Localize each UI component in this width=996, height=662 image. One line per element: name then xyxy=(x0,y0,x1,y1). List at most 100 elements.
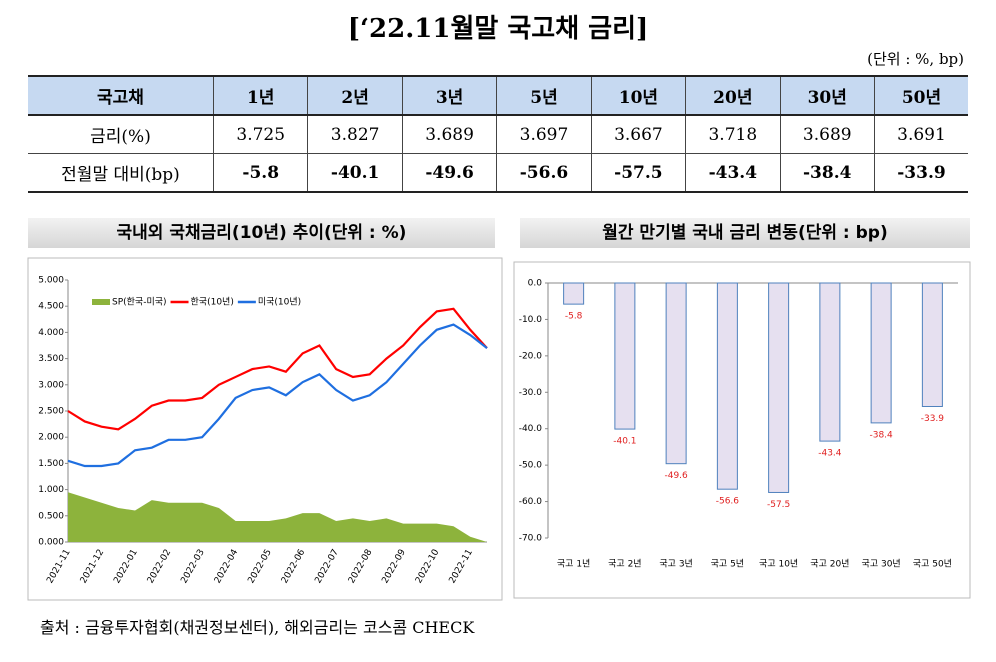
source-note: 출처 : 금융투자협회(채권정보센터), 해외금리는 코스콤 CHECK xyxy=(40,618,475,637)
unit-note: (단위 : %, bp) xyxy=(867,50,964,68)
table-cell: -40.1 xyxy=(307,153,403,193)
y-tick-label: -40.0 xyxy=(519,424,543,434)
table-cell: 3.689 xyxy=(779,114,875,154)
value-label: -40.1 xyxy=(613,437,636,447)
area xyxy=(68,492,487,542)
x-tick-label: 2022-11 xyxy=(448,548,475,586)
x-tick-label: 국고 10년 xyxy=(759,559,798,570)
table-row: 금리(%) 3.725 3.827 3.689 3.697 3.667 3.718 3.689… xyxy=(28,114,968,154)
value-label: -38.4 xyxy=(869,430,893,440)
value-label: -56.6 xyxy=(716,497,740,507)
y-tick-label: 2.000 xyxy=(38,433,64,443)
table-cell: 5년 xyxy=(496,75,592,116)
x-tick-label: 국고 5년 xyxy=(711,559,744,570)
line xyxy=(67,323,488,468)
value-label: -33.9 xyxy=(921,414,945,424)
legend-label: 한국(10년) xyxy=(191,297,234,308)
bar xyxy=(768,282,790,493)
table-cell: -56.6 xyxy=(496,153,592,193)
bar xyxy=(716,282,738,490)
table-cell: 3년 xyxy=(401,75,498,116)
x-tick-label: 2022-08 xyxy=(347,548,375,586)
value-label: -49.6 xyxy=(664,471,688,481)
table-cell: -33.9 xyxy=(873,153,968,193)
x-tick-label: 2022-09 xyxy=(380,548,408,586)
x-tick-label: 2022-06 xyxy=(280,548,308,586)
x-tick-label: 국고 3년 xyxy=(659,559,692,570)
y-tick-label: -10.0 xyxy=(519,315,543,325)
x-tick-label: 2022-04 xyxy=(213,548,241,586)
table-cell: 3.667 xyxy=(590,114,687,154)
table-cell: 30년 xyxy=(779,75,875,116)
rate-table: 국고채 1년 2년 3년 5년 10년 20년 30년 50년 금리(%) 3.725 3.827 3.… xyxy=(28,75,968,193)
table-row: 전월말 대비(bp) -5.8 -40.1 -49.6 -56.6 -57.5 -43.4-… xyxy=(28,153,968,193)
table-row: 국고채 1년 2년 3년 5년 10년 20년 30년 50년 xyxy=(28,75,968,116)
value-label: -43.4 xyxy=(818,449,842,459)
page-title: [‘22.11월말 국고채 금리] xyxy=(347,14,649,44)
legend-label: 미국(10년) xyxy=(258,297,301,308)
x-tick-label: 2022-03 xyxy=(179,548,206,586)
y-tick-label: 1.000 xyxy=(38,485,64,495)
y-tick-label: 3.500 xyxy=(38,354,64,364)
table-cell: 3.718 xyxy=(685,114,781,154)
table-cell: 20년 xyxy=(685,75,781,116)
x-tick-label: 2022-01 xyxy=(112,548,139,586)
y-tick-label: 0.0 xyxy=(528,279,543,289)
y-tick-label: 4.500 xyxy=(38,302,64,312)
x-tick-label: 2022-10 xyxy=(414,548,442,586)
y-tick-label: -60.0 xyxy=(519,497,543,507)
x-tick-label: 2022-05 xyxy=(246,548,273,586)
bar xyxy=(614,282,636,430)
y-tick-label: 5.000 xyxy=(38,276,64,286)
table-cell: -43.4 xyxy=(685,153,781,193)
y-tick-label: -70.0 xyxy=(519,534,543,544)
y-tick-label: 2.500 xyxy=(38,407,64,417)
table-cell: -5.8 xyxy=(212,153,309,193)
chart-frame xyxy=(27,257,503,601)
y-tick-label: 0.000 xyxy=(38,538,64,548)
legend-swatch xyxy=(92,299,110,305)
table-cell: -57.5 xyxy=(590,153,687,193)
y-tick-label: -50.0 xyxy=(519,461,543,471)
y-tick-label: 0.500 xyxy=(38,511,64,521)
value-label: -57.5 xyxy=(767,500,790,510)
x-tick-label: 2021-11 xyxy=(45,548,72,586)
y-tick-label: -30.0 xyxy=(519,388,543,398)
legend-label: SP(한국-미국) xyxy=(112,297,167,308)
y-tick-label: -20.0 xyxy=(519,351,543,361)
x-tick-label: 2021-12 xyxy=(79,548,106,586)
bar xyxy=(563,282,585,305)
chart-title: 월간 만기별 국내 금리 변동(단위 : bp) xyxy=(520,218,970,248)
line xyxy=(67,307,488,431)
value-label: -5.8 xyxy=(565,312,583,322)
x-tick-label: 국고 2년 xyxy=(608,559,641,570)
table-cell: -49.6 xyxy=(401,153,498,193)
bar xyxy=(665,282,687,465)
table-cell: 금리(%) xyxy=(28,114,214,154)
bar xyxy=(819,282,841,442)
table-cell: 전월말 대비(bp) xyxy=(28,153,214,193)
table-cell: -38.4 xyxy=(779,153,875,193)
x-tick-label: 국고 30년 xyxy=(862,559,901,570)
x-tick-label: 2022-02 xyxy=(146,548,173,586)
table-cell: 3.691 xyxy=(873,114,968,154)
y-tick-label: 1.500 xyxy=(38,459,64,469)
x-tick-label: 국고 50년 xyxy=(913,559,952,570)
table-cell: 국고채 xyxy=(28,75,214,116)
table-cell: 3.725 xyxy=(212,114,309,154)
table-cell: 50년 xyxy=(873,75,968,116)
y-tick-label: 4.000 xyxy=(38,328,64,338)
table-cell: 2년 xyxy=(307,75,403,116)
bar xyxy=(921,282,943,407)
chart-title: 국내외 국채금리(10년) 추이(단위 : %) xyxy=(28,218,495,248)
chart-frame xyxy=(513,261,971,599)
table-cell: 1년 xyxy=(212,75,309,116)
x-tick-label: 국고 1년 xyxy=(557,559,590,570)
x-tick-label: 2022-07 xyxy=(313,548,340,586)
table-cell: 10년 xyxy=(590,75,687,116)
x-tick-label: 국고 20년 xyxy=(810,559,849,570)
y-tick-label: 3.000 xyxy=(38,380,64,390)
bar xyxy=(870,282,892,424)
